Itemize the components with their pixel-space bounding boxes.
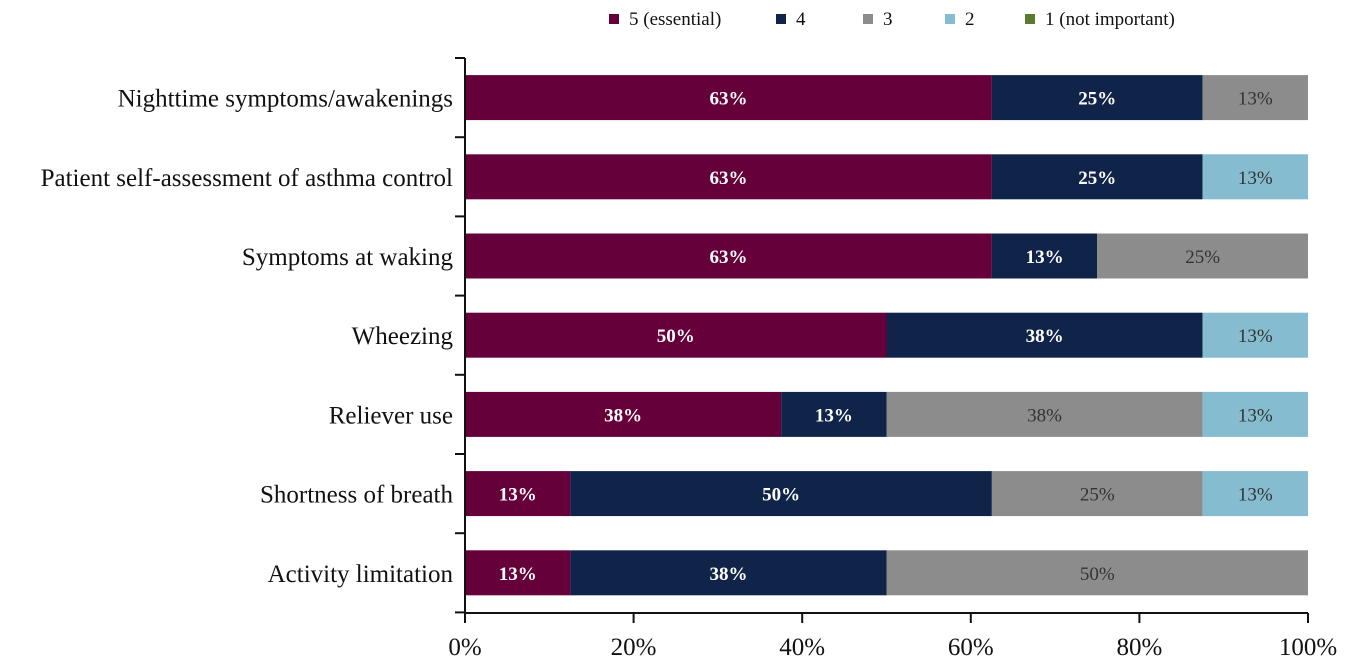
- category-label: Shortness of breath: [260, 482, 454, 509]
- data-label: 13%: [499, 564, 537, 585]
- category-label: Wheezing: [352, 323, 454, 350]
- data-label: 38%: [1027, 405, 1062, 426]
- category-label: Patient self-assessment of asthma contro…: [41, 165, 453, 192]
- bar-segment: [570, 550, 887, 596]
- bar-segment: [991, 154, 1203, 200]
- data-label: 13%: [499, 485, 537, 506]
- bar-segment: [991, 75, 1203, 121]
- category-label: Symptoms at waking: [242, 244, 454, 271]
- data-label: 13%: [1238, 326, 1273, 347]
- bar-segment: [465, 233, 992, 279]
- bar-segment: [991, 233, 1098, 279]
- data-label: 63%: [709, 168, 747, 189]
- category-labels: Nighttime symptoms/awakenings Patient sel…: [41, 86, 454, 588]
- legend-swatch: [609, 14, 619, 24]
- bar-segment: [1202, 154, 1308, 200]
- legend-label: 3: [883, 9, 893, 30]
- legend-label: 5 (essential): [629, 9, 721, 30]
- x-tick-label: 0%: [448, 634, 481, 660]
- data-label: 50%: [1080, 564, 1115, 585]
- data-label: 13%: [815, 405, 853, 426]
- data-label: 38%: [709, 564, 747, 585]
- legend-label: 4: [796, 9, 806, 30]
- x-tick-label: 100%: [1279, 634, 1337, 660]
- x-tick-label: 60%: [948, 634, 994, 660]
- data-label: 25%: [1078, 168, 1116, 189]
- bar-segment: [1202, 312, 1308, 358]
- data-label: 25%: [1078, 89, 1116, 110]
- bar-segment: [991, 471, 1203, 517]
- data-label: 25%: [1185, 247, 1220, 268]
- data-label: 13%: [1026, 247, 1064, 268]
- bar-segment: [465, 550, 571, 596]
- bar-segment: [570, 471, 992, 517]
- category-label: Reliever use: [329, 402, 453, 429]
- bar-segment: [886, 550, 1308, 596]
- bar-segment: [1202, 75, 1308, 121]
- data-label: 13%: [1238, 89, 1273, 110]
- legend-swatch: [945, 14, 955, 24]
- legend-label: 2: [965, 9, 975, 30]
- x-tick-label: 40%: [779, 634, 825, 660]
- category-label: Activity limitation: [268, 561, 454, 588]
- bar-segment: [465, 154, 992, 200]
- x-tick-label: 80%: [1116, 634, 1162, 660]
- bar-segment: [465, 312, 887, 358]
- data-label: 63%: [709, 247, 747, 268]
- x-tick-label: 20%: [611, 634, 657, 660]
- bar-segment: [465, 471, 571, 517]
- data-label: 63%: [709, 89, 747, 110]
- bars-group: 63% 25% 13% 63% 25% 13% 63% 13% 25% 50% 38% 13% 38% 1…: [465, 75, 1308, 596]
- data-label: 13%: [1238, 405, 1273, 426]
- data-label: 13%: [1238, 168, 1273, 189]
- category-label: Nighttime symptoms/awakenings: [118, 86, 453, 113]
- data-label: 38%: [1026, 326, 1064, 347]
- bar-segment: [1202, 471, 1308, 517]
- data-label: 50%: [762, 485, 800, 506]
- legend-swatch: [863, 14, 873, 24]
- data-label: 13%: [1238, 485, 1273, 506]
- bar-segment: [886, 391, 1203, 437]
- data-label: 25%: [1080, 485, 1115, 506]
- legend-label: 1 (not important): [1045, 9, 1175, 30]
- bar-segment: [1202, 391, 1308, 437]
- bar-segment: [886, 312, 1203, 358]
- bar-segment: [1097, 233, 1308, 279]
- axes: 0% 20% 40% 60% 80% 100%: [448, 57, 1337, 660]
- legend-swatch: [1025, 14, 1035, 24]
- data-label: 50%: [657, 326, 695, 347]
- bar-segment: [781, 391, 887, 437]
- bar-segment: [465, 75, 992, 121]
- legend-swatch: [776, 14, 786, 24]
- data-label: 38%: [604, 405, 642, 426]
- legend: 5 (essential) 4 3 2 1 (not important): [609, 9, 1175, 30]
- bar-segment: [465, 391, 782, 437]
